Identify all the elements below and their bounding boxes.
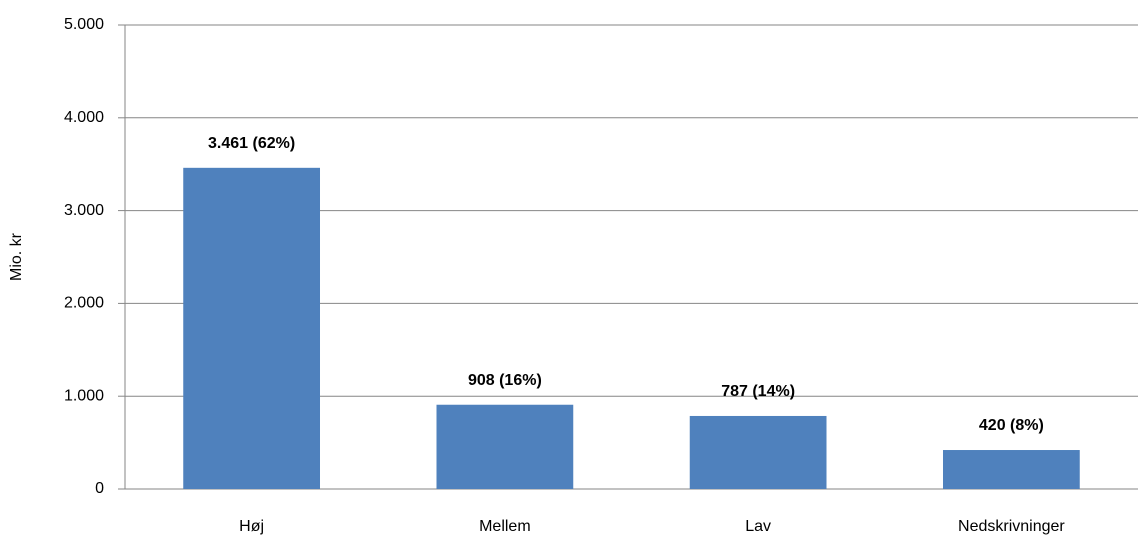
y-tick-label: 1.000 [64,387,104,404]
x-tick-label: Nedskrivninger [958,518,1065,535]
bar [183,167,321,489]
x-tick-label: Mellem [479,518,531,535]
value-label: 3.461 (62%) [208,135,295,152]
value-label: 420 (8%) [979,417,1044,434]
y-tick-label: 4.000 [64,109,104,126]
y-tick-label: 2.000 [64,295,104,312]
y-tick-label: 0 [95,480,104,497]
bar [689,415,827,489]
value-label: 908 (16%) [468,372,542,389]
x-tick-label: Lav [745,518,771,535]
x-tick-label: Høj [239,518,264,535]
value-label: 787 (14%) [721,383,795,400]
bar [942,450,1080,489]
y-tick-label: 3.000 [64,202,104,219]
y-tick-label: 5.000 [64,16,104,33]
bar [436,404,574,489]
y-axis-label: Mio. kr [8,232,25,281]
